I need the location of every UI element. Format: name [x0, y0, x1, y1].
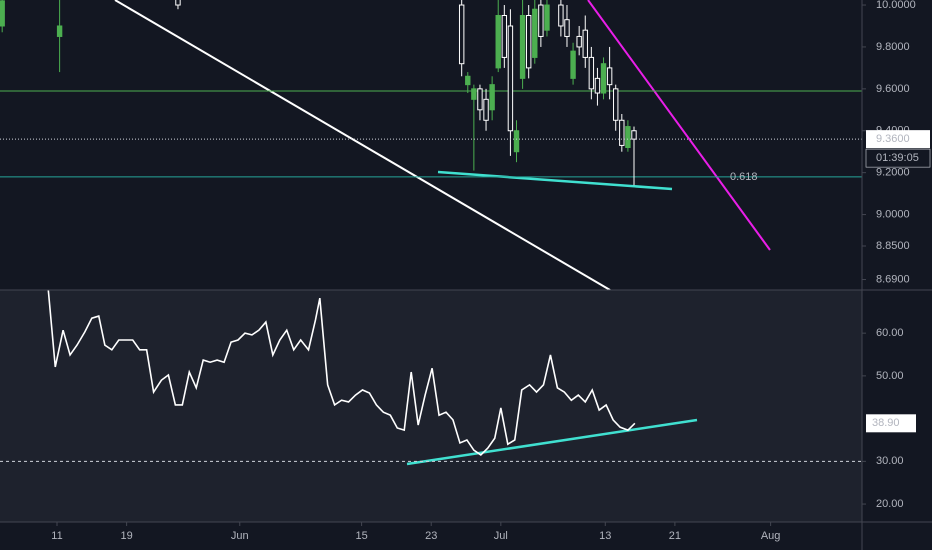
candle-body	[483, 98, 489, 121]
x-tick-label: 15	[355, 530, 367, 542]
rsi-line	[47, 290, 636, 456]
candle-body	[613, 88, 619, 121]
candle-body	[175, 0, 181, 6]
candle-body	[0, 0, 5, 27]
level-label: 0.618	[730, 171, 758, 183]
candle-body	[588, 56, 595, 90]
candle-body	[489, 84, 495, 111]
candle-body	[625, 126, 631, 149]
y-tick-label: 9.0000	[876, 208, 910, 220]
candle-body	[564, 19, 570, 37]
candle-body	[501, 15, 508, 58]
candle-body	[525, 15, 532, 69]
candle-body	[507, 25, 514, 132]
y-tick-label: 9.2000	[876, 167, 910, 179]
candle-body	[558, 4, 564, 27]
candle-body	[532, 8, 538, 58]
y-tick-label: 8.8500	[876, 240, 910, 252]
candle-body	[513, 130, 520, 153]
candle-body	[477, 88, 483, 111]
rsi-plot	[0, 290, 862, 466]
trendline	[114, 0, 611, 290]
candle-body	[538, 4, 544, 37]
trendline	[587, 0, 771, 251]
x-tick-label: 11	[51, 530, 62, 542]
candle-body	[471, 88, 477, 100]
last-price-box	[866, 130, 930, 149]
candle-body	[544, 4, 550, 31]
countdown-box	[865, 148, 931, 168]
y-tick-label: 8.6900	[876, 273, 910, 285]
x-tick-label: Jun	[231, 530, 249, 542]
candle-body	[582, 29, 588, 58]
last-value-label: 38.90	[872, 417, 900, 429]
last-price-label: 9.3600	[876, 133, 910, 145]
x-tick-label: 21	[669, 530, 681, 542]
x-tick-label: Jul	[494, 530, 508, 542]
y-tick-label: 20.00	[876, 498, 904, 510]
price-pane	[0, 0, 862, 290]
candle-body	[619, 119, 625, 146]
candle-body	[495, 15, 501, 69]
candle-body	[465, 75, 471, 86]
rsi-pane	[0, 290, 862, 522]
y-tick-label: 9.8000	[876, 41, 910, 53]
trendline	[406, 418, 698, 466]
candle-body	[594, 77, 601, 94]
y-tick-label: 60.00	[876, 327, 904, 339]
candle-body	[56, 25, 63, 37]
candle-body	[576, 35, 582, 48]
candle-body	[458, 4, 465, 65]
y-tick-label: 9.6000	[876, 83, 910, 95]
axes: 10.00009.80009.60009.40009.20009.00008.8…	[51, 0, 931, 542]
y-tick-label: 30.00	[876, 455, 904, 467]
candle-body	[519, 15, 526, 79]
last-value-box	[866, 414, 916, 433]
y-tick-label: 10.0000	[876, 0, 916, 11]
candle-body	[570, 50, 576, 79]
x-tick-label: Aug	[761, 530, 781, 542]
candle-body	[631, 130, 637, 140]
x-tick-label: 23	[425, 530, 437, 542]
countdown: 01:39:05	[876, 152, 919, 164]
y-tick-label: 50.00	[876, 370, 904, 382]
x-tick-label: 19	[120, 530, 132, 542]
candle-body	[606, 67, 613, 86]
candle-body	[600, 63, 607, 94]
trendline	[437, 170, 673, 191]
x-tick-label: 13	[599, 530, 611, 542]
